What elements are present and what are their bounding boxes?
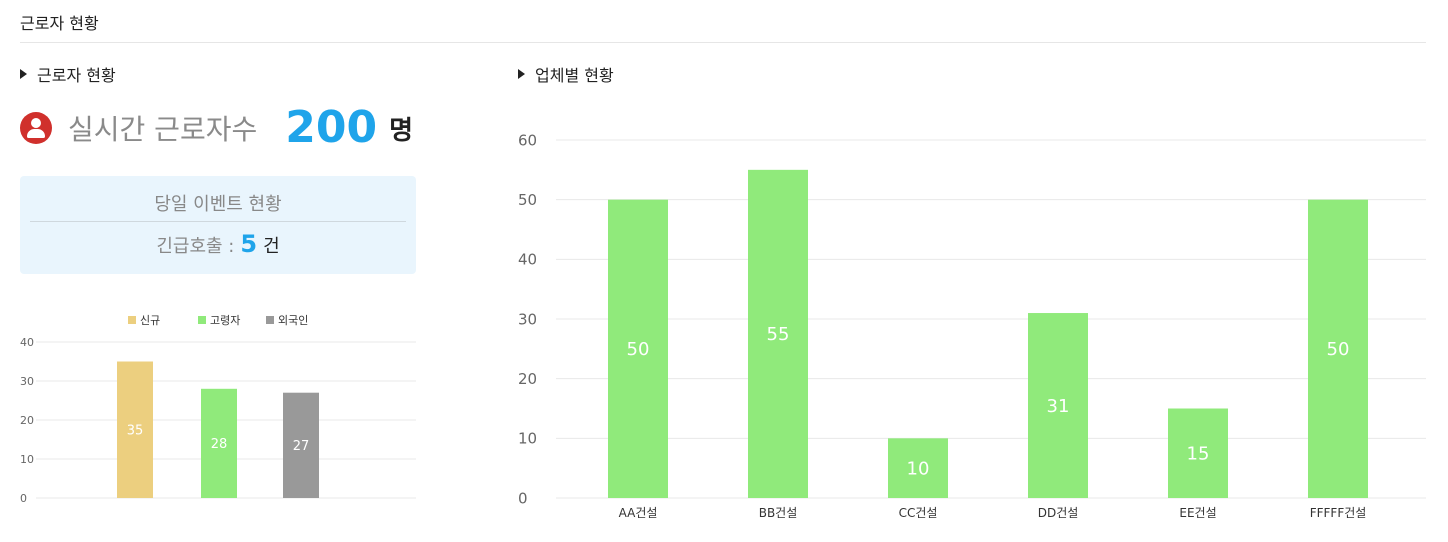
company-section-title: 업체별 현황 — [535, 66, 614, 85]
bar-FFFFF건설 — [1308, 199, 1368, 498]
bar-BB건설 — [748, 169, 808, 499]
data-label: 31 — [1047, 396, 1070, 417]
legend-label: 신규 — [140, 314, 160, 327]
bar-DD건설 — [1028, 313, 1088, 498]
bar-외국인 — [283, 392, 319, 498]
legend-swatch — [266, 316, 274, 324]
x-tick-label: EE건설 — [1179, 506, 1216, 520]
y-tick-label: 40 — [20, 336, 34, 349]
data-label: 28 — [211, 437, 228, 452]
legend-swatch — [198, 316, 206, 324]
y-tick-label: 0 — [518, 489, 528, 507]
company-chart: 0 10 20 30 40 50 60 50 AA건설 55 BB건설 10 CC건설 31 DD건설 15 E… — [518, 131, 1426, 520]
data-label: 27 — [293, 439, 310, 454]
y-tick-label: 30 — [20, 375, 34, 388]
legend-label: 고령자 — [210, 314, 240, 327]
emergency-call-value: 5 — [240, 230, 258, 258]
realtime-unit: 명 — [389, 115, 414, 146]
worker-section-title: 근로자 현황 — [37, 66, 116, 85]
data-label: 55 — [767, 324, 790, 345]
data-label: 50 — [1327, 339, 1350, 360]
y-tick-label: 20 — [518, 370, 537, 388]
company-section-heading: 업체별 현황 — [518, 62, 614, 86]
legend-label: 외국인 — [278, 314, 308, 327]
worker-type-chart: 신규 고령자 외국인 0 10 20 30 40 35 28 27 — [20, 314, 416, 505]
triangle-bullet-icon — [20, 69, 27, 79]
page-title: 근로자 현황 — [20, 14, 99, 33]
event-panel-title: 당일 이벤트 현황 — [154, 194, 282, 215]
daily-event-panel: 당일 이벤트 현황 긴급호출 : 5 건 — [20, 176, 416, 274]
y-tick-label: 40 — [518, 251, 537, 269]
realtime-worker-count: 실시간 근로자수 200 명 — [20, 100, 420, 156]
x-tick-label: DD건설 — [1038, 506, 1079, 520]
title-divider — [20, 42, 1426, 43]
y-tick-label: 20 — [20, 414, 34, 427]
bar-AA건설 — [608, 199, 668, 498]
realtime-label: 실시간 근로자수 — [68, 113, 258, 146]
y-tick-label: 50 — [518, 191, 537, 209]
x-tick-label: FFFFF건설 — [1310, 506, 1367, 520]
y-tick-label: 10 — [518, 430, 537, 448]
data-label: 50 — [627, 339, 650, 360]
event-panel-divider — [30, 221, 406, 222]
legend-swatch — [128, 316, 136, 324]
x-tick-label: AA건설 — [619, 506, 658, 520]
bar-신규 — [117, 361, 153, 498]
emergency-call-label: 긴급호출 : — [156, 236, 235, 257]
realtime-value: 200 — [285, 102, 378, 153]
data-label: 10 — [907, 458, 930, 479]
bar-EE건설 — [1168, 408, 1228, 498]
x-tick-label: BB건설 — [759, 506, 798, 520]
y-tick-label: 30 — [518, 310, 537, 328]
person-icon — [20, 112, 52, 144]
bar-CC건설 — [888, 438, 948, 498]
data-label: 15 — [1187, 444, 1210, 465]
bar-고령자 — [201, 388, 237, 498]
y-tick-label: 0 — [20, 492, 27, 505]
emergency-call-unit: 건 — [263, 236, 280, 257]
x-tick-label: CC건설 — [899, 506, 938, 520]
y-tick-label: 60 — [518, 131, 537, 149]
worker-section-heading: 근로자 현황 — [20, 62, 116, 86]
triangle-bullet-icon — [518, 69, 525, 79]
data-label: 35 — [127, 423, 144, 438]
y-tick-label: 10 — [20, 453, 34, 466]
emergency-call-row: 긴급호출 : 5 건 — [20, 230, 416, 258]
